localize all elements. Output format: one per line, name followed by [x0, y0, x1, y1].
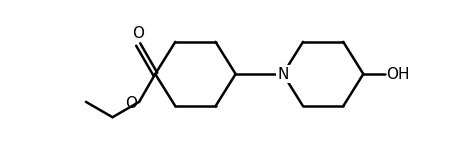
Text: OH: OH	[387, 66, 410, 82]
Text: N: N	[277, 66, 288, 82]
Text: O: O	[132, 26, 144, 41]
Text: O: O	[125, 96, 137, 111]
